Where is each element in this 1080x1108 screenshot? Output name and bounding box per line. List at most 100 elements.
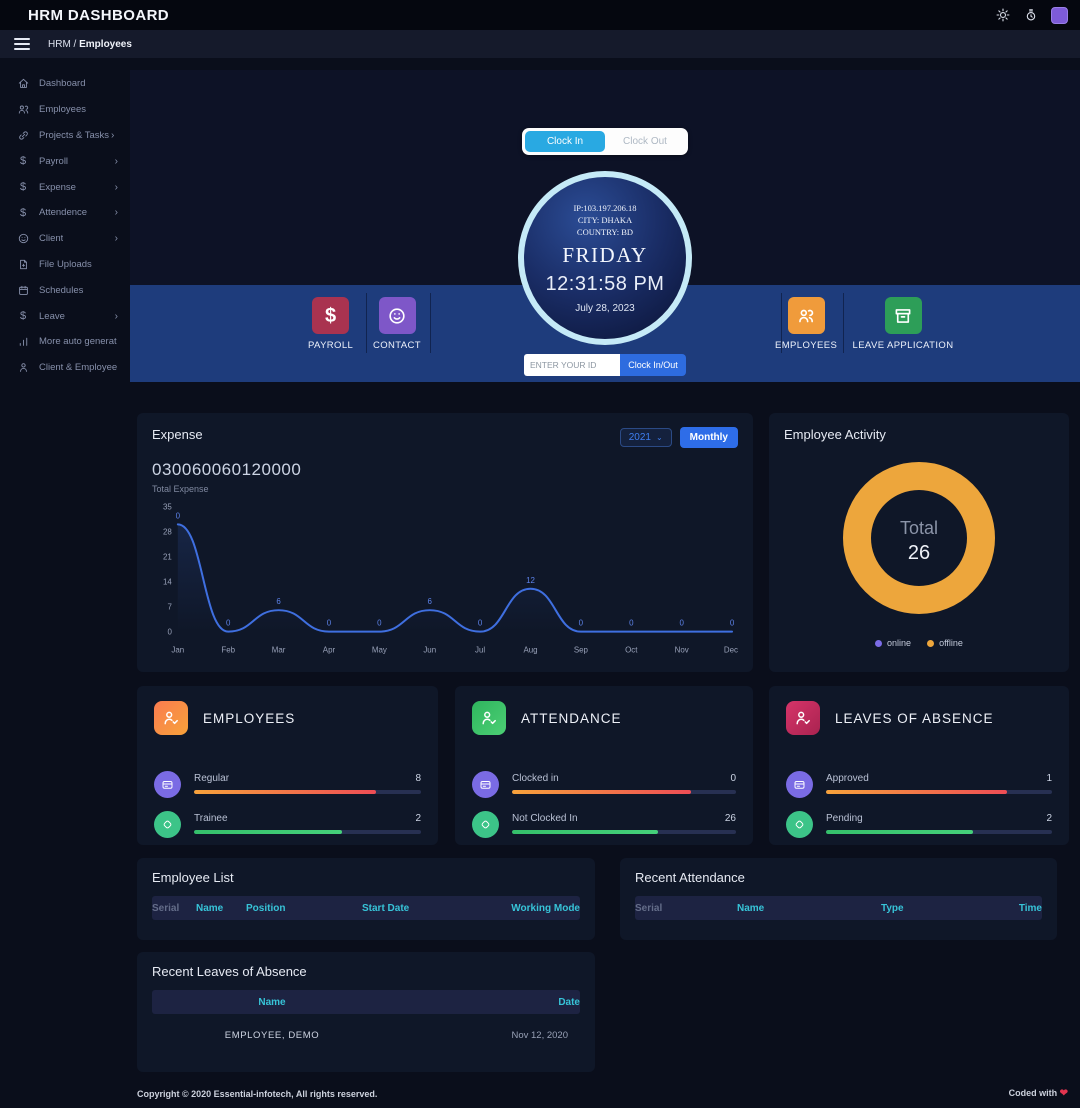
theme-sun-icon[interactable]: [995, 7, 1011, 23]
svg-text:0: 0: [679, 619, 684, 628]
stat-row: Pending 2: [786, 811, 1052, 838]
chevron-down-icon: ⌄: [655, 433, 663, 442]
progress-bar: [826, 830, 1052, 834]
recent-leaves-title: Recent Leaves of Absence: [152, 964, 307, 979]
column-header[interactable]: Serial: [635, 902, 663, 914]
attendance-stat-card: ATTENDANCE Clocked in 0 Not Clocked In 2…: [455, 686, 753, 845]
sidebar-item-label: Expense: [39, 181, 76, 193]
sidebar-item-more-auto-generate[interactable]: More auto generat: [0, 329, 130, 355]
year-select-value: 2021: [628, 432, 651, 443]
sidebar-item-payroll[interactable]: $ Payroll ›: [0, 148, 130, 174]
id-card-icon: [154, 771, 181, 798]
column-header[interactable]: Name: [258, 996, 286, 1008]
svg-text:Nov: Nov: [675, 645, 689, 654]
stat-card-title: LEAVES OF ABSENCE: [835, 710, 994, 726]
svg-text:Aug: Aug: [523, 645, 537, 654]
column-header[interactable]: Position: [246, 902, 286, 914]
bar-chart-icon: [16, 335, 30, 349]
recent-leaves-header-row: Name Date: [152, 990, 580, 1014]
svg-text:21: 21: [163, 553, 172, 562]
clock-inout-button[interactable]: Clock In/Out: [620, 354, 686, 376]
column-header[interactable]: Name: [737, 902, 765, 914]
sidebar-item-label: Dashboard: [39, 78, 86, 90]
employee-list-title: Employee List: [152, 870, 234, 885]
column-header[interactable]: Time: [1018, 902, 1042, 914]
tag-icon: [472, 811, 499, 838]
hamburger-menu-icon[interactable]: [14, 38, 30, 50]
sidebar-item-label: Schedules: [39, 284, 84, 296]
svg-text:Jul: Jul: [475, 645, 485, 654]
column-header[interactable]: Name: [196, 902, 224, 914]
clock-id-form: Clock In/Out: [524, 354, 686, 376]
heart-icon: ❤: [1059, 1088, 1068, 1099]
shortcut-contact[interactable]: CONTACT: [373, 297, 421, 351]
clock-country: COUNTRY: BD: [576, 227, 634, 238]
clock-in-button[interactable]: Clock In: [525, 131, 605, 152]
chevron-right-icon: ›: [114, 233, 118, 245]
chevron-right-icon: ›: [114, 181, 118, 193]
sidebar-item-leave[interactable]: $ Leave ›: [0, 303, 130, 329]
sidebar-item-projects-tasks[interactable]: Projects & Tasks ›: [0, 123, 130, 149]
sidebar-item-schedules[interactable]: Schedules: [0, 277, 130, 303]
users-icon: [16, 103, 30, 117]
shortcut-payroll[interactable]: $ PAYROLL: [308, 297, 353, 351]
svg-text:0: 0: [327, 619, 332, 628]
legend-item-offline[interactable]: offline: [927, 638, 963, 648]
employee-id-input[interactable]: [524, 354, 620, 376]
sidebar-item-attendence[interactable]: $ Attendence ›: [0, 200, 130, 226]
divider: [430, 293, 431, 353]
expense-total-label: Total Expense: [152, 484, 209, 494]
chevron-right-icon: ›: [114, 207, 118, 219]
sidebar-item-employees[interactable]: Employees: [0, 97, 130, 123]
sidebar-item-file-uploads[interactable]: File Uploads: [0, 252, 130, 278]
employee-list-header-row: Serial Name Position Start Date Working …: [152, 896, 580, 920]
sidebar-item-client[interactable]: Client ›: [0, 226, 130, 252]
svg-text:0: 0: [478, 619, 483, 628]
svg-text:6: 6: [428, 597, 433, 606]
shortcut-leave-application[interactable]: LEAVE APPLICATION: [848, 297, 958, 351]
svg-text:Jun: Jun: [423, 645, 436, 654]
person-icon: [16, 361, 30, 375]
chevron-right-icon: ›: [114, 155, 118, 167]
smiley-icon: [16, 232, 30, 246]
legend-item-online[interactable]: online: [875, 638, 911, 648]
column-header[interactable]: Start Date: [362, 902, 410, 914]
clock-out-button[interactable]: Clock Out: [605, 131, 685, 152]
table-row[interactable]: EMPLOYEE, DEMO Nov 12, 2020: [152, 1030, 580, 1041]
breadcrumb: HRM / Employees: [48, 39, 132, 50]
activity-donut-chart: Total 26: [843, 462, 995, 614]
svg-text:Oct: Oct: [625, 645, 638, 654]
shortcut-employees[interactable]: EMPLOYEES: [775, 297, 837, 351]
stat-row: Not Clocked In 26: [472, 811, 736, 838]
expense-line-chart: 0 7 14 21 28 35 Jan Feb Mar Apr May Jun Jul Aug Sep Oct…: [163, 502, 738, 654]
column-header[interactable]: Working Mode: [511, 902, 580, 914]
sidebar-item-label: More auto generat: [39, 336, 117, 348]
donut-center-label: Total: [900, 518, 938, 538]
monthly-button[interactable]: Monthly: [679, 427, 738, 448]
stat-label: Clocked in: [512, 773, 559, 784]
clock-watch-icon[interactable]: [1023, 7, 1039, 23]
sidebar-item-dashboard[interactable]: Dashboard: [0, 71, 130, 97]
sidebar-item-client-employee[interactable]: Client & Employee: [0, 355, 130, 381]
stat-card-title: ATTENDANCE: [521, 710, 622, 726]
live-clock-widget: IP:103.197.206.18 CITY: DHAKA COUNTRY: B…: [518, 171, 692, 345]
column-header[interactable]: Date: [558, 996, 580, 1008]
column-header[interactable]: Type: [881, 902, 904, 914]
column-header[interactable]: Serial: [152, 902, 180, 914]
sidebar-item-label: Client & Employee: [39, 362, 118, 374]
stat-value: 0: [730, 773, 736, 784]
sidebar-item-expense[interactable]: $ Expense ›: [0, 174, 130, 200]
dollar-icon: $: [19, 206, 27, 219]
progress-bar: [826, 790, 1052, 794]
year-select[interactable]: 2021 ⌄: [619, 428, 672, 447]
user-avatar[interactable]: [1051, 6, 1068, 24]
breadcrumb-path[interactable]: HRM /: [48, 38, 77, 50]
stat-row: Regular 8: [154, 771, 421, 798]
chevron-right-icon: ›: [114, 310, 118, 322]
header-actions: [995, 6, 1068, 24]
progress-fill: [194, 790, 376, 794]
svg-text:6: 6: [276, 597, 281, 606]
copyright-text: Copyright © 2020 Essential-infotech, All…: [137, 1088, 378, 1099]
sidebar-item-label: Employees: [39, 104, 86, 116]
svg-text:7: 7: [167, 603, 172, 612]
